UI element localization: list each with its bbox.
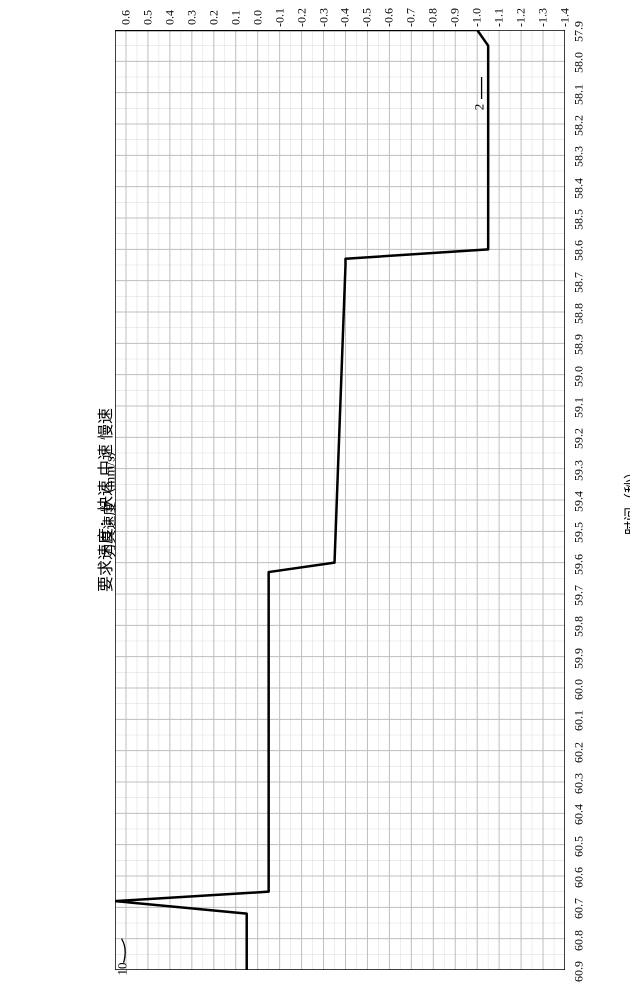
y-tick-label: -1.3 [536, 0, 551, 38]
y-tick-label: -0.6 [382, 0, 397, 38]
y-tick-label: -0.8 [426, 0, 441, 38]
y-tick-label: -1.1 [492, 0, 507, 38]
y-tick-label: 0.2 [206, 0, 221, 38]
y-tick-label: -0.9 [448, 0, 463, 38]
plot-area [115, 30, 565, 970]
y-tick-label: -0.3 [316, 0, 331, 38]
y-tick-label: 0.0 [250, 0, 265, 38]
y-tick-label: -0.2 [294, 0, 309, 38]
chart-container: 要求速度：快速 中速 慢速 刀具速度（mm/s） 时间（秒） 0.60.50.4… [0, 0, 630, 1000]
y-tick-label: -1.4 [558, 0, 573, 38]
y-tick-label: -0.1 [272, 0, 287, 38]
y-tick-label: -0.5 [360, 0, 375, 38]
y-tick-label: 0.6 [118, 0, 133, 38]
y-tick-label: 0.4 [162, 0, 177, 38]
annotation-label: 10 [114, 962, 130, 975]
y-tick-label: -0.7 [404, 0, 419, 38]
y-tick-label: -1.0 [470, 0, 485, 38]
y-tick-label: 0.5 [140, 0, 155, 38]
y-tick-label: -1.2 [514, 0, 529, 38]
annotation-label: 2 [471, 104, 487, 111]
y-tick-label: 0.1 [228, 0, 243, 38]
y-tick-label: -0.4 [338, 0, 353, 38]
y-tick-label: 0.3 [184, 0, 199, 38]
x-axis-label: 时间（秒） [621, 465, 630, 535]
x-tick-label: 60.9 [572, 952, 587, 992]
